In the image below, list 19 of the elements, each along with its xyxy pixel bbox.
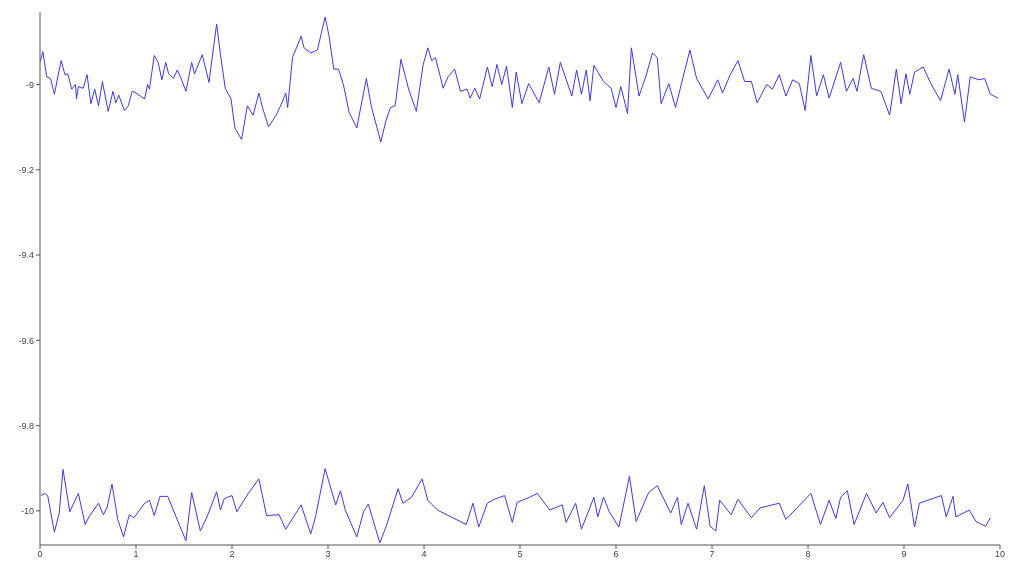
- line-series: [40, 16, 999, 143]
- y-tick-label: -9.6: [18, 335, 34, 346]
- x-tick-label: 6: [613, 549, 619, 560]
- x-tick-label: 9: [901, 549, 907, 560]
- y-tick-label: -9: [25, 79, 34, 90]
- x-tick-label: 10: [994, 549, 1006, 560]
- x-tick-label: 3: [325, 549, 331, 560]
- x-tick-label: 7: [709, 549, 715, 560]
- x-tick-label: 5: [517, 549, 523, 560]
- y-tick-label: -10: [20, 506, 34, 517]
- x-tick-label: 1: [133, 549, 139, 560]
- y-tick-label: -9.8: [18, 420, 34, 431]
- y-tick-label: -9.2: [18, 164, 34, 175]
- x-tick-label: 2: [229, 549, 235, 560]
- x-tick-label: 4: [421, 549, 427, 560]
- y-tick-label: -9.4: [18, 250, 34, 261]
- x-tick-label: 8: [805, 549, 811, 560]
- x-tick-label: 0: [37, 549, 43, 560]
- line-series: [40, 468, 991, 544]
